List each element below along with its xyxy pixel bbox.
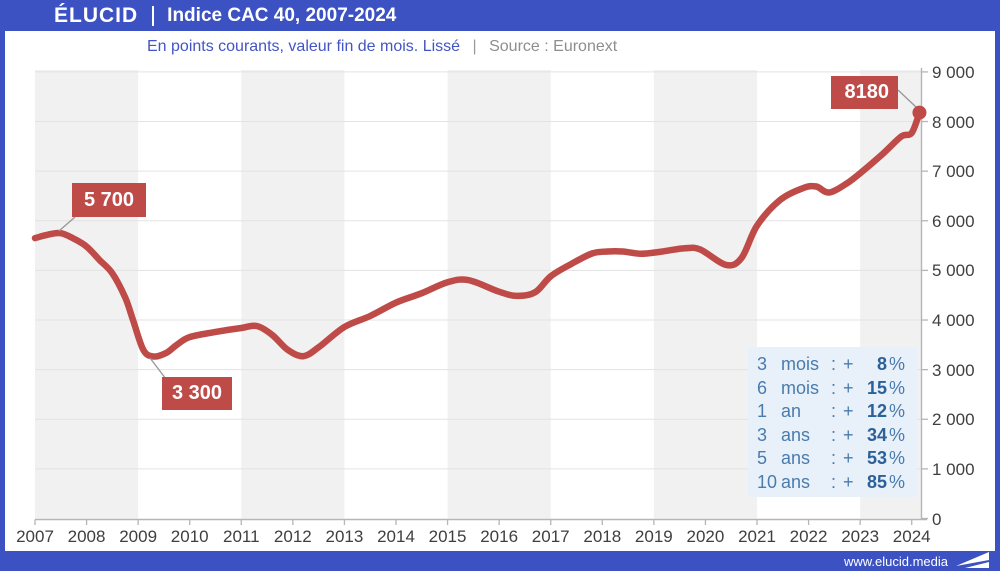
stat-num: 6 [757,377,768,398]
stat-colon: : [831,448,837,469]
stat-num: 3 [757,424,768,445]
stat-colon: : [831,471,837,492]
stat-unit: ans [781,424,811,445]
x-axis-label: 2008 [67,527,106,546]
y-axis-label: 5 000 [932,261,975,281]
stat-num: 1 [757,401,768,422]
stat-row-10-ans: 10 ans: +85% [757,471,917,495]
y-axis-label: 6 000 [932,211,975,231]
stat-colon: : [831,354,837,375]
annotation-low-2009: 3 300 [162,377,232,410]
stat-plus: + [843,448,854,469]
x-axis-label: 2020 [686,527,725,546]
annotation-value: 8 [844,81,856,103]
stat-colon: : [831,424,837,445]
elucid-logo: ÉLUCID [54,3,139,27]
y-axis-label: 9 000 [932,62,975,82]
stat-pct: % [889,377,906,398]
y-axis-label: 0 [932,509,942,529]
stat-plus: + [843,401,854,422]
x-axis-label: 2009 [119,527,158,546]
stat-row-3-mois: 3 mois: +8% [757,353,917,377]
stat-unit: mois [781,354,820,375]
stat-colon: : [831,377,837,398]
x-axis-label: 2024 [892,527,931,546]
stat-plus: + [843,471,854,492]
last-value-dot [912,105,927,120]
page-title: Indice CAC 40, 2007-2024 [167,4,397,26]
x-axis-label: 2011 [223,527,260,546]
stat-val: 53 [866,448,887,469]
stat-val: 8 [876,354,887,375]
stat-unit: ans [781,471,811,492]
stat-plus: + [843,424,854,445]
y-axis-label: 7 000 [932,162,975,182]
elucid-sail-icon [956,552,989,568]
x-axis-label: 2017 [531,527,570,546]
x-axis-label: 2014 [377,527,415,546]
x-axis-label: 2013 [325,527,364,546]
annotation-peak-2007: 5 700 [72,183,146,217]
y-axis-label: 8 000 [932,112,975,132]
x-axis-label: 2018 [583,527,622,546]
y-axis-label: 1 000 [932,459,975,479]
stat-pct: % [889,424,906,445]
stat-pct: % [889,471,906,492]
annotation-leader-line [897,89,917,108]
x-axis-label: 2007 [16,527,54,546]
stat-pct: % [889,354,906,375]
performance-stats-panel: 3 mois: +8% 6 mois: +15% 1 an: +12% 3 ans: +34% 5 ans… [748,347,917,497]
stat-val: 85 [866,471,887,492]
header-separator [152,5,155,26]
stat-plus: + [843,377,854,398]
annotation-value: 180 [855,81,889,103]
source-label: Source : Euronext [489,38,618,55]
stat-num: 3 [757,354,768,375]
annotation-latest-2024: 8 180 [831,76,898,109]
annotation-leader-line [149,357,167,380]
x-axis-label: 2012 [273,527,312,546]
x-axis-label: 2021 [738,527,776,546]
stat-unit: an [781,401,802,422]
stat-num: 5 [757,448,768,469]
stat-unit: mois [781,377,820,398]
stat-row-3-ans: 3 ans: +34% [757,424,917,448]
subtitle-divider: | [472,38,477,55]
y-axis-label: 3 000 [932,360,975,380]
stat-pct: % [889,401,906,422]
annotation-leader-line [58,216,76,232]
y-axis-label: 2 000 [932,410,975,430]
year-band [653,70,758,519]
subtitle-text: En points courants, valeur fin de mois. … [147,38,461,55]
stat-val: 15 [866,377,887,398]
stat-plus: + [843,354,854,375]
annotation-value: 3 300 [171,382,223,404]
footer-bar: www.elucid.media [0,551,1000,571]
x-axis-label: 2023 [841,527,880,546]
year-band [241,70,345,519]
stat-row-1-an: 1 an: +12% [757,400,917,424]
stat-val: 12 [866,401,887,422]
stat-val: 34 [866,424,887,445]
stat-row-5-ans: 5 ans: +53% [757,447,917,471]
stat-unit: ans [781,448,811,469]
x-axis-label: 2016 [480,527,519,546]
annotation-value: 5 700 [83,188,135,211]
stat-row-6-mois: 6 mois: +15% [757,377,917,401]
y-axis-label: 4 000 [932,311,975,330]
x-axis-label: 2019 [634,527,673,546]
x-axis-label: 2015 [428,527,467,546]
chart-subtitle: En points courants, valeur fin de mois. … [147,38,617,56]
x-axis-label: 2022 [789,527,828,546]
stat-num: 10 [757,471,778,492]
stat-colon: : [831,401,837,422]
cac40-series-line [31,109,923,360]
x-axis-label: 2010 [170,527,209,546]
footer-url: www.elucid.media [843,553,948,569]
header-bar: ÉLUCID Indice CAC 40, 2007-2024 [0,0,1000,31]
stat-pct: % [889,448,906,469]
